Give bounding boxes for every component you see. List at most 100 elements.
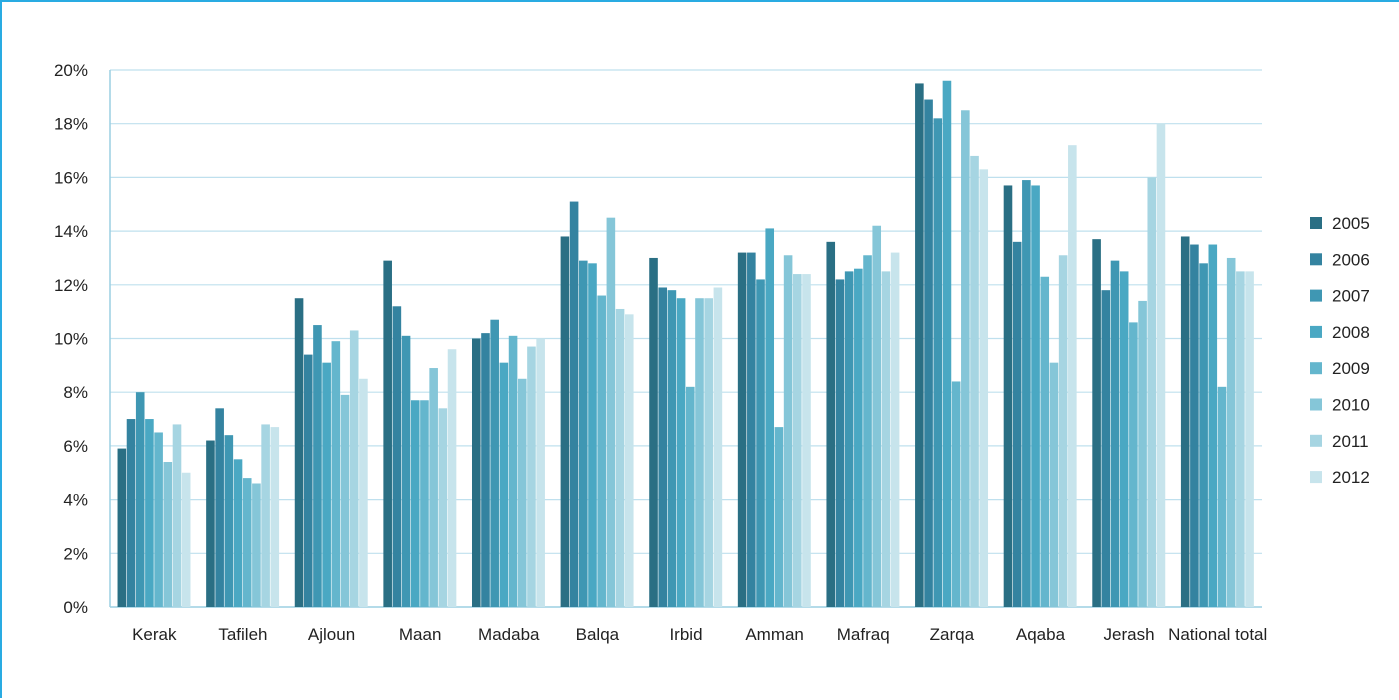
bar-irbid-2012 [713, 287, 723, 607]
legend-label: 2011 [1332, 432, 1369, 451]
bar-aqaba-2008 [1031, 185, 1040, 607]
bar-tafileh-2005 [206, 440, 215, 607]
category-label: Tafileh [218, 625, 267, 644]
bar-ajloun-2007 [313, 325, 322, 607]
bar-maan-2007 [401, 335, 411, 607]
category-labels: Kerak Tafileh Ajloun Maan Madaba Balqa Irbid Am… [132, 625, 1267, 644]
bar-amman-2012 [802, 274, 811, 607]
bar-kerak-2005 [117, 448, 127, 607]
bar-tafileh-2011 [261, 424, 270, 607]
bar-maan-2005 [383, 260, 392, 607]
legend-label: 2012 [1332, 468, 1370, 487]
bar-aqaba-2005 [1003, 185, 1013, 607]
bar-mafraq-2009 [863, 255, 872, 607]
bar-national-total-2010 [1226, 257, 1236, 607]
bar-maan-2008 [410, 400, 420, 607]
bar-amman-2010 [783, 255, 793, 607]
legend-swatch [1310, 253, 1322, 266]
category-label: Maan [399, 625, 442, 644]
bar-mafraq-2006 [835, 279, 845, 607]
bar-ajloun-2012 [359, 378, 368, 607]
bar-balqa-2006 [569, 201, 579, 607]
category-label: Kerak [132, 625, 177, 644]
bar-amman-2008 [765, 228, 775, 608]
bar-tafileh-2009 [242, 478, 252, 607]
bar-zarqa-2007 [933, 118, 943, 607]
y-tick-label: 6% [63, 437, 88, 456]
bar-amman-2011 [793, 274, 802, 607]
legend-label: 2006 [1332, 250, 1370, 269]
legend-swatch [1310, 217, 1322, 229]
bar-national-total-2009 [1217, 386, 1227, 607]
bar-jerash-2006 [1101, 290, 1111, 607]
bar-madaba-2011 [527, 346, 536, 607]
bar-aqaba-2010 [1049, 362, 1059, 607]
bar-national-total-2007 [1199, 263, 1208, 607]
bar-jerash-2011 [1147, 177, 1157, 607]
bar-zarqa-2012 [979, 169, 989, 607]
bar-kerak-2007 [135, 392, 145, 607]
category-label: Balqa [576, 625, 620, 644]
y-tick-label: 4% [63, 491, 88, 510]
bar-national-total-2011 [1236, 271, 1245, 607]
bar-kerak-2010 [163, 462, 173, 607]
bar-amman-2006 [747, 252, 756, 607]
bar-jerash-2012 [1156, 123, 1166, 607]
bar-national-total-2006 [1190, 244, 1199, 607]
legend-label: 2009 [1332, 359, 1370, 378]
y-tick-label: 16% [54, 168, 88, 187]
bar-kerak-2006 [126, 419, 136, 607]
legend: 2005 2006 2007 2008 2009 2010 2011 2012 [1310, 214, 1370, 487]
legend-swatch [1310, 471, 1322, 484]
bar-ajloun-2008 [322, 362, 331, 607]
bar-amman-2007 [756, 279, 765, 607]
category-label: Zarqa [930, 625, 975, 644]
y-tick-label: 10% [54, 330, 88, 349]
bar-maan-2012 [447, 349, 457, 607]
bar-balqa-2005 [560, 236, 570, 607]
bar-ajloun-2009 [331, 341, 341, 607]
bar-ajloun-2005 [294, 298, 304, 607]
bars [117, 80, 1254, 608]
bar-maan-2009 [420, 400, 429, 607]
bar-kerak-2011 [172, 424, 182, 607]
y-tick-label: 12% [54, 276, 88, 295]
bar-amman-2009 [774, 427, 784, 607]
legend-label: 2010 [1332, 396, 1370, 415]
bar-madaba-2008 [499, 362, 509, 607]
category-label: Mafraq [837, 625, 890, 644]
bar-kerak-2012 [181, 472, 191, 607]
bar-zarqa-2010 [961, 110, 970, 608]
bar-mafraq-2008 [854, 268, 863, 607]
bar-kerak-2009 [154, 432, 163, 607]
bar-zarqa-2009 [951, 381, 961, 607]
bar-balqa-2011 [615, 308, 625, 607]
category-label: Ajloun [308, 625, 355, 644]
legend-label: 2007 [1332, 287, 1370, 306]
bar-mafraq-2007 [844, 271, 854, 607]
bar-tafileh-2007 [224, 435, 234, 607]
bar-jerash-2010 [1138, 300, 1147, 607]
bar-irbid-2010 [695, 298, 704, 607]
category-label: Jerash [1104, 625, 1155, 644]
bar-tafileh-2010 [252, 483, 261, 607]
bar-madaba-2009 [508, 335, 518, 607]
bar-balqa-2008 [588, 263, 597, 607]
bar-jerash-2008 [1119, 271, 1129, 607]
bar-zarqa-2006 [924, 99, 933, 607]
bar-ajloun-2011 [349, 330, 359, 607]
legend-swatch [1310, 434, 1322, 447]
bar-balqa-2009 [597, 295, 606, 607]
category-label: Aqaba [1016, 625, 1066, 644]
bar-maan-2010 [429, 368, 438, 607]
bar-ajloun-2006 [303, 354, 313, 607]
bar-balqa-2007 [578, 260, 588, 607]
bar-irbid-2007 [667, 290, 677, 607]
bar-maan-2006 [392, 306, 402, 607]
bar-madaba-2006 [481, 333, 490, 607]
y-tick-labels: 0% 2% 4% 6% 8% 10% 12% 14% 16% 18% 20% [54, 61, 88, 617]
y-tick-label: 18% [54, 115, 88, 134]
y-tick-label: 0% [63, 598, 88, 617]
